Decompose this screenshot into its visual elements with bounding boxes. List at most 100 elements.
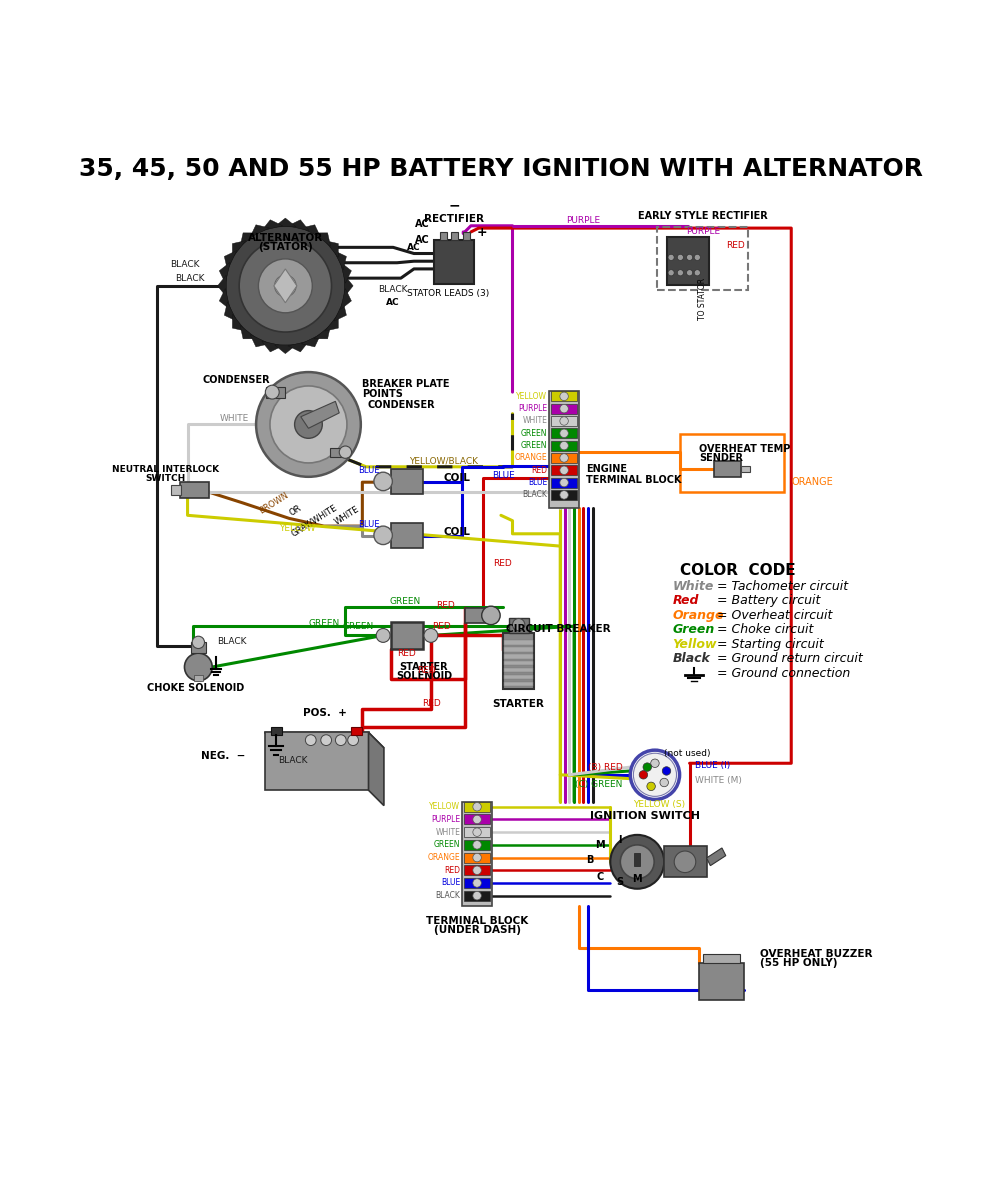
- Bar: [741, 466, 750, 472]
- Bar: [504, 668, 533, 673]
- Text: PURPLE: PURPLE: [518, 404, 547, 413]
- Text: BREAKER PLATE: BREAKER PLATE: [362, 379, 450, 390]
- Circle shape: [560, 417, 568, 425]
- Bar: [504, 675, 533, 679]
- Circle shape: [473, 815, 481, 823]
- Bar: [191, 643, 206, 654]
- Polygon shape: [232, 240, 246, 257]
- Bar: [463, 232, 470, 240]
- Text: M: M: [595, 840, 605, 850]
- Bar: [504, 661, 533, 666]
- Bar: [265, 733, 369, 790]
- Text: GREEN: GREEN: [389, 598, 420, 606]
- Text: BLACK: BLACK: [217, 637, 246, 646]
- Polygon shape: [288, 341, 309, 351]
- Circle shape: [424, 629, 438, 643]
- Bar: [714, 461, 741, 477]
- Circle shape: [560, 454, 568, 462]
- Circle shape: [560, 466, 568, 474]
- Text: CONDENSER: CONDENSER: [368, 400, 435, 410]
- Polygon shape: [224, 302, 237, 321]
- Polygon shape: [250, 225, 269, 238]
- Circle shape: [473, 878, 481, 887]
- Text: BLUE: BLUE: [528, 478, 547, 488]
- Circle shape: [674, 851, 696, 872]
- Bar: [464, 878, 490, 888]
- Polygon shape: [707, 848, 726, 865]
- Circle shape: [335, 735, 346, 746]
- Polygon shape: [344, 275, 353, 296]
- Text: RECTIFIER: RECTIFIER: [424, 214, 484, 223]
- Bar: [464, 827, 490, 838]
- Bar: [464, 890, 490, 901]
- Polygon shape: [325, 314, 338, 331]
- Text: WHITE: WHITE: [220, 413, 249, 423]
- Circle shape: [305, 735, 316, 746]
- Text: SOLENOID: SOLENOID: [396, 672, 452, 681]
- Circle shape: [513, 619, 525, 631]
- Circle shape: [643, 762, 651, 771]
- Circle shape: [265, 385, 279, 399]
- Text: Red: Red: [673, 594, 699, 607]
- Text: TERMINAL BLOCK: TERMINAL BLOCK: [586, 474, 681, 485]
- Bar: [551, 478, 577, 488]
- Circle shape: [473, 891, 481, 900]
- Text: TO STATOR: TO STATOR: [698, 278, 707, 320]
- Circle shape: [668, 270, 674, 276]
- Text: AC: AC: [415, 234, 430, 245]
- Text: COLOR  CODE: COLOR CODE: [680, 563, 796, 578]
- Text: = Overheat circuit: = Overheat circuit: [717, 608, 833, 621]
- Text: OVERHEAT TEMP: OVERHEAT TEMP: [699, 445, 790, 454]
- Bar: [551, 391, 577, 402]
- Polygon shape: [275, 345, 296, 354]
- Polygon shape: [262, 220, 283, 231]
- Text: RED: RED: [436, 601, 455, 609]
- Text: STATOR LEADS (3): STATOR LEADS (3): [407, 289, 489, 298]
- Bar: [451, 232, 458, 240]
- Circle shape: [560, 478, 568, 486]
- Polygon shape: [274, 269, 297, 302]
- Bar: [462, 802, 492, 906]
- Text: GREEN: GREEN: [521, 429, 547, 437]
- Text: BLUE: BLUE: [359, 520, 380, 529]
- Text: Yellow: Yellow: [673, 638, 717, 650]
- Circle shape: [239, 240, 332, 332]
- Text: AC: AC: [415, 219, 430, 229]
- Text: CONDENSER: CONDENSER: [202, 375, 270, 385]
- Text: B: B: [586, 856, 593, 865]
- Text: BLACK: BLACK: [278, 756, 308, 766]
- Text: ORANGE: ORANGE: [515, 453, 547, 462]
- Text: I: I: [619, 835, 622, 845]
- Circle shape: [560, 441, 568, 449]
- Text: ENGINE: ENGINE: [586, 464, 627, 474]
- Text: (STATOR): (STATOR): [258, 243, 313, 252]
- Text: AC: AC: [386, 299, 400, 307]
- Text: CIRCUIT BREAKER: CIRCUIT BREAKER: [506, 624, 611, 633]
- Text: COIL: COIL: [443, 527, 470, 538]
- Bar: [680, 435, 784, 492]
- Text: POINTS: POINTS: [362, 388, 403, 399]
- Bar: [464, 840, 490, 850]
- Bar: [171, 485, 181, 495]
- Text: WHITE: WHITE: [435, 828, 460, 836]
- Circle shape: [651, 759, 659, 767]
- Text: (B) RED: (B) RED: [588, 762, 623, 772]
- Bar: [391, 523, 423, 547]
- Text: = Battery circuit: = Battery circuit: [717, 594, 821, 607]
- Text: YELLOW/BLACK: YELLOW/BLACK: [409, 456, 478, 466]
- Polygon shape: [224, 251, 237, 270]
- Circle shape: [473, 840, 481, 850]
- Text: M: M: [632, 874, 642, 884]
- Polygon shape: [240, 233, 257, 246]
- Text: TERMINAL BLOCK: TERMINAL BLOCK: [426, 917, 528, 926]
- Text: (C) GREEN: (C) GREEN: [575, 779, 623, 789]
- Text: ORANGE: ORANGE: [791, 477, 833, 488]
- Bar: [657, 227, 748, 289]
- Polygon shape: [341, 288, 351, 310]
- Text: POS.  +: POS. +: [303, 709, 347, 718]
- Text: WHITE: WHITE: [522, 417, 547, 425]
- Polygon shape: [334, 302, 346, 321]
- Text: BLUE: BLUE: [492, 471, 515, 479]
- Circle shape: [374, 526, 392, 545]
- Text: Orange: Orange: [673, 608, 724, 621]
